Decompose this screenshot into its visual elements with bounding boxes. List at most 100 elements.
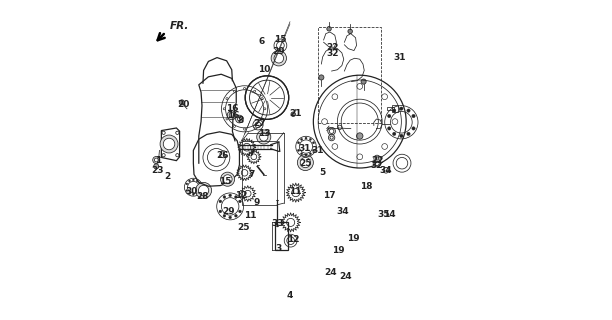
Circle shape	[357, 84, 363, 89]
Text: 32: 32	[326, 49, 338, 58]
Circle shape	[387, 114, 391, 118]
Circle shape	[163, 138, 175, 150]
Circle shape	[239, 210, 241, 213]
Circle shape	[154, 164, 159, 169]
Text: 24: 24	[324, 268, 337, 277]
Circle shape	[309, 138, 312, 140]
Circle shape	[196, 182, 212, 198]
Text: 18: 18	[360, 182, 373, 191]
Text: 10: 10	[258, 65, 270, 74]
Circle shape	[412, 114, 415, 118]
Circle shape	[196, 193, 198, 194]
Text: 16: 16	[226, 104, 239, 113]
Text: 21: 21	[289, 109, 302, 118]
Circle shape	[407, 132, 410, 136]
Text: 27: 27	[253, 119, 266, 128]
Circle shape	[223, 108, 225, 110]
Circle shape	[392, 109, 396, 112]
Circle shape	[223, 214, 226, 217]
Text: 24: 24	[340, 272, 353, 281]
Text: 28: 28	[196, 192, 208, 201]
Text: 20: 20	[177, 100, 190, 109]
Circle shape	[328, 127, 335, 135]
Text: 7: 7	[248, 170, 255, 179]
Circle shape	[236, 115, 244, 123]
Circle shape	[309, 153, 312, 155]
Circle shape	[348, 29, 353, 34]
Circle shape	[271, 51, 286, 66]
Circle shape	[256, 130, 271, 144]
Circle shape	[300, 157, 310, 168]
Circle shape	[305, 154, 307, 156]
Circle shape	[392, 119, 398, 124]
Circle shape	[154, 158, 158, 162]
Text: 31: 31	[311, 146, 324, 155]
Circle shape	[407, 109, 410, 112]
Text: 12: 12	[235, 191, 248, 200]
Bar	[387, 107, 394, 110]
Circle shape	[227, 111, 236, 120]
Circle shape	[329, 134, 335, 141]
Bar	[242, 141, 277, 205]
Text: 11: 11	[244, 212, 256, 220]
Circle shape	[196, 180, 198, 182]
Text: 34: 34	[337, 207, 349, 216]
Text: 6: 6	[258, 37, 264, 46]
Text: 22: 22	[326, 43, 338, 52]
Circle shape	[239, 200, 241, 203]
Text: 9: 9	[253, 198, 259, 207]
Circle shape	[192, 179, 194, 181]
Circle shape	[153, 156, 160, 164]
Circle shape	[374, 155, 380, 162]
Circle shape	[226, 98, 228, 100]
Text: 4: 4	[287, 292, 293, 300]
Text: 31: 31	[299, 144, 312, 153]
Text: 15: 15	[274, 35, 286, 44]
Circle shape	[375, 157, 379, 160]
Text: 5: 5	[319, 168, 326, 177]
Circle shape	[219, 210, 222, 213]
Bar	[275, 222, 288, 250]
Text: 31: 31	[393, 53, 406, 62]
Text: 23: 23	[151, 166, 163, 175]
Circle shape	[199, 190, 201, 191]
Circle shape	[305, 137, 307, 139]
Circle shape	[253, 90, 256, 92]
Circle shape	[357, 154, 363, 160]
Circle shape	[264, 108, 266, 110]
Circle shape	[313, 149, 315, 151]
Text: 34: 34	[379, 166, 392, 175]
Text: 13: 13	[258, 129, 271, 138]
Text: 8: 8	[237, 116, 244, 124]
Circle shape	[229, 194, 231, 197]
Circle shape	[412, 127, 415, 130]
Circle shape	[186, 183, 188, 185]
Circle shape	[233, 90, 236, 92]
Circle shape	[357, 133, 363, 139]
Text: 19: 19	[332, 246, 345, 255]
Circle shape	[332, 144, 338, 149]
Circle shape	[373, 159, 381, 167]
Circle shape	[199, 183, 201, 185]
Circle shape	[188, 193, 190, 194]
Text: 19: 19	[347, 234, 360, 243]
Circle shape	[192, 194, 194, 196]
Circle shape	[300, 153, 303, 155]
Circle shape	[186, 190, 188, 191]
Bar	[318, 27, 381, 123]
Circle shape	[223, 175, 232, 184]
Text: 2: 2	[165, 172, 171, 181]
Text: 14: 14	[384, 210, 396, 219]
Text: 17: 17	[323, 191, 335, 200]
Text: 16: 16	[227, 111, 239, 120]
Circle shape	[179, 100, 184, 105]
Circle shape	[244, 87, 245, 90]
Circle shape	[234, 196, 237, 198]
Text: 29: 29	[272, 47, 285, 56]
Circle shape	[375, 161, 379, 165]
Circle shape	[229, 216, 231, 219]
Circle shape	[234, 214, 237, 217]
Circle shape	[361, 79, 366, 84]
Circle shape	[382, 144, 387, 149]
Text: 26: 26	[216, 151, 228, 160]
